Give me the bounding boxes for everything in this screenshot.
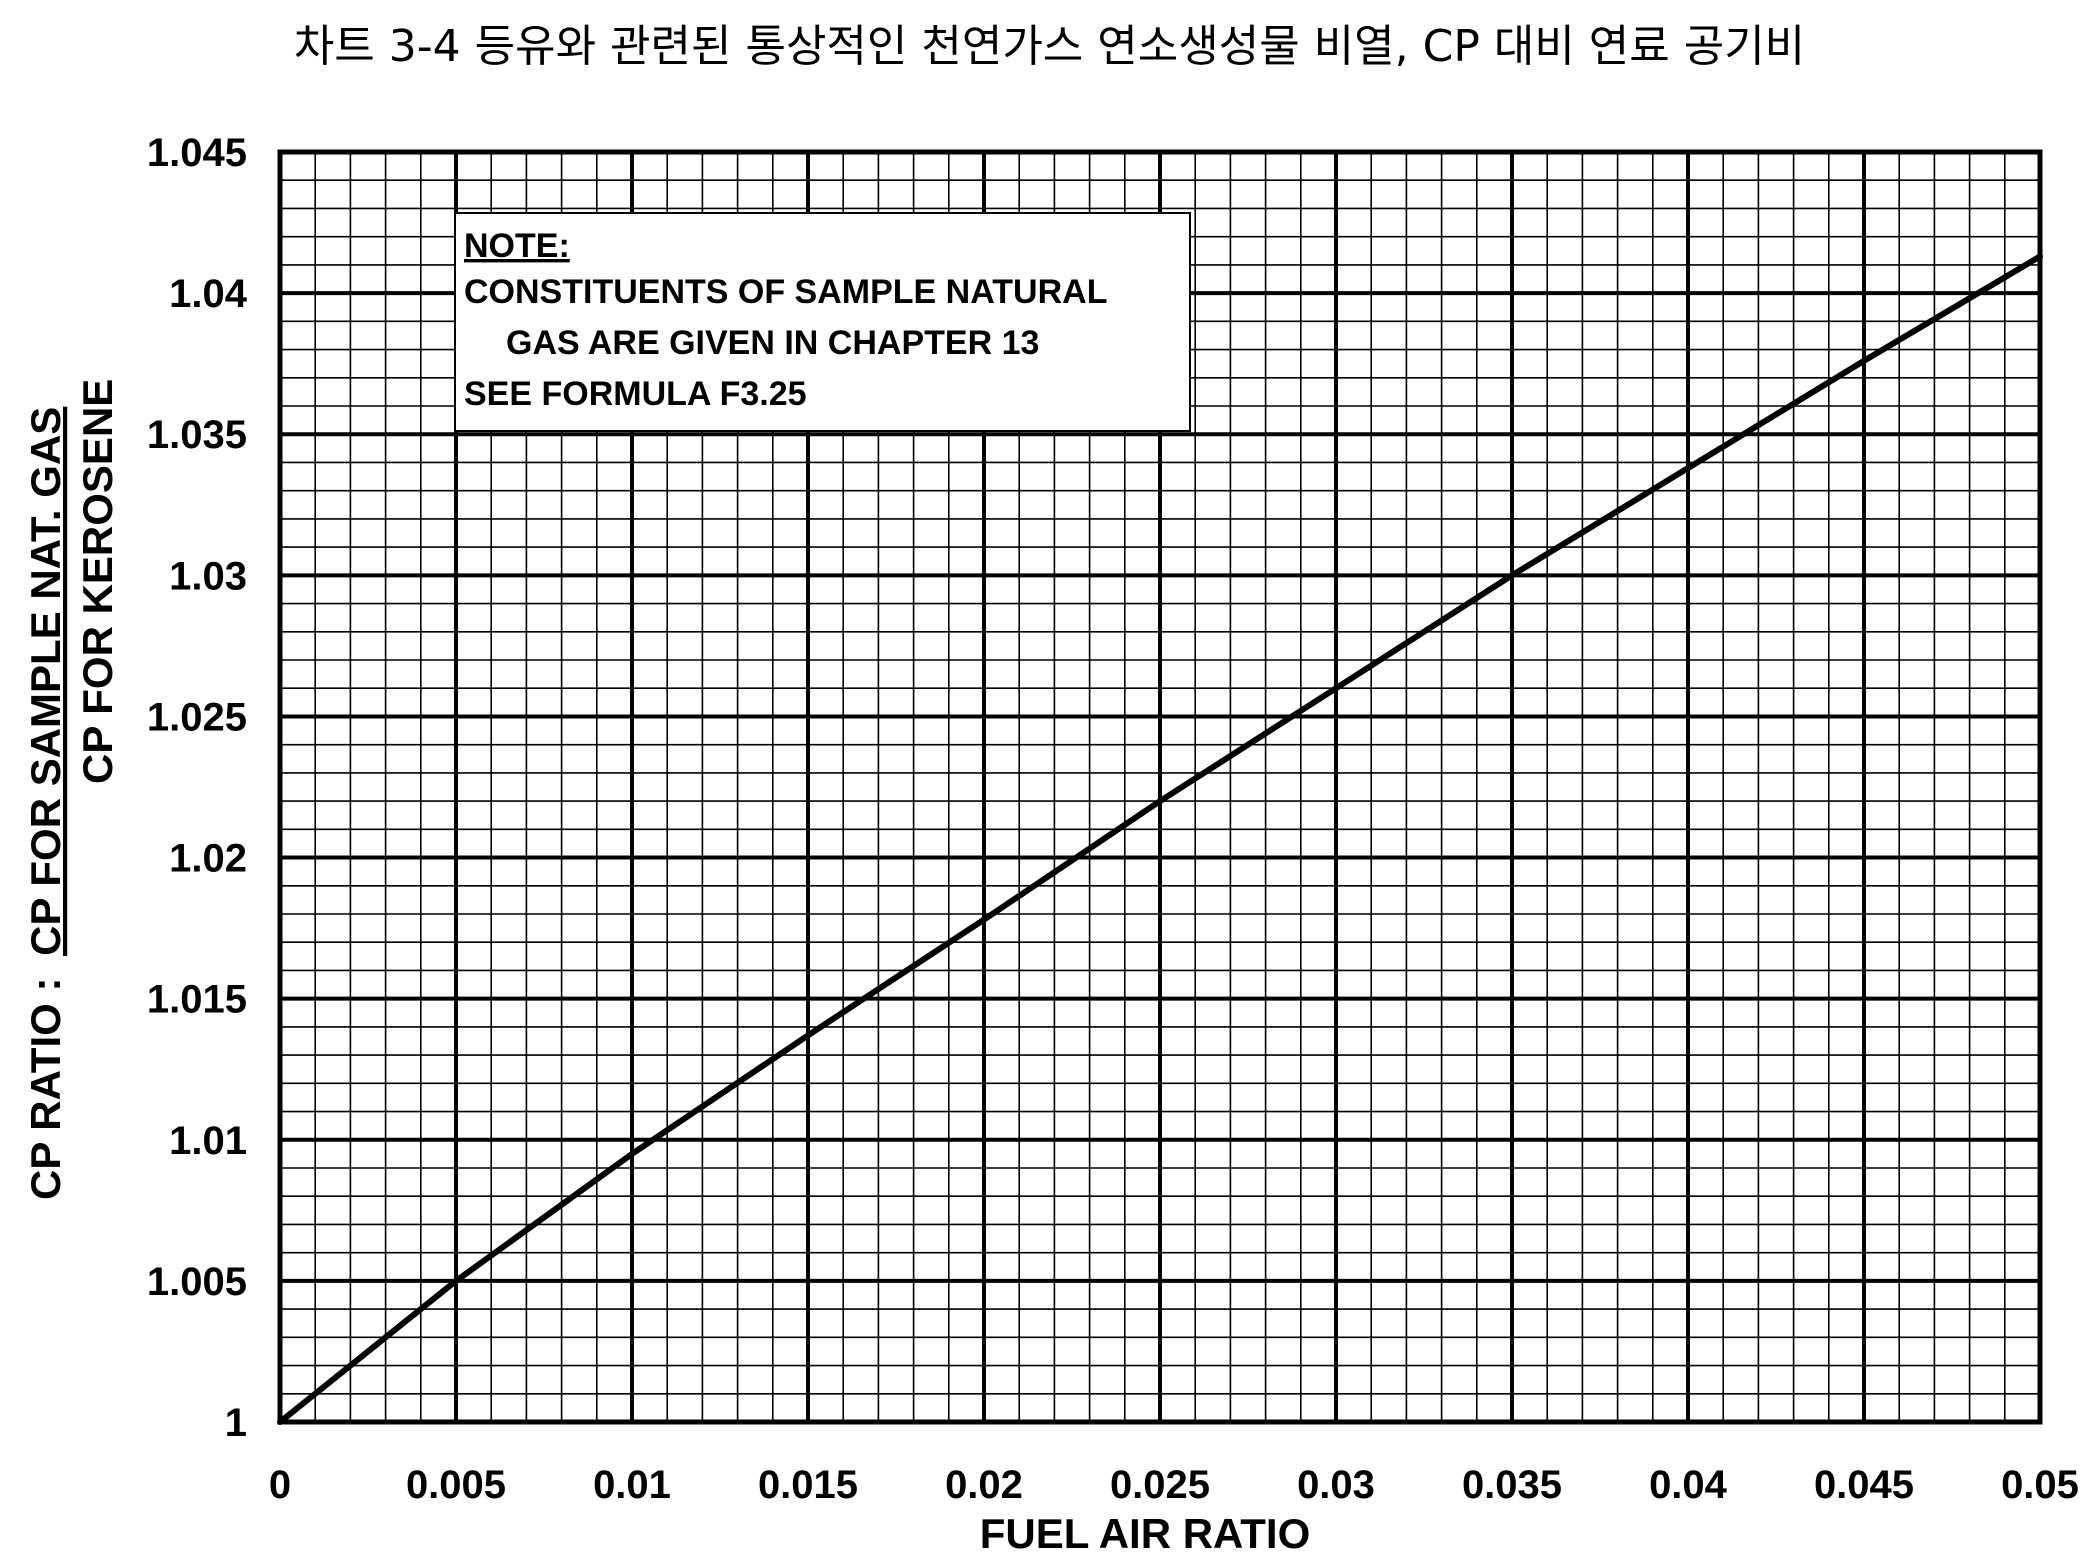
y-tick-label: 1.005 [147,1260,247,1304]
x-tick-label: 0.045 [1814,1463,1914,1507]
svg-text:CP RATIO : CP FOR SAMPL: CP RATIO : CP FOR SAMPLE NAT. GAS [22,407,69,1200]
x-tick-labels: 0 0.005 0.01 0.015 0.02 0.025 0.03 0.035 0.04 0.0… [269,1463,2079,1507]
y-tick-label: 1.025 [147,695,247,739]
y-axis-label-numerator: CP FOR SAMPLE NAT. GAS [22,407,69,956]
x-tick-label: 0.05 [2001,1463,2079,1507]
y-tick-label: 1.02 [169,837,247,881]
y-tick-label: 1.04 [169,272,248,316]
y-axis-label-denominator: CP FOR KEROSENE [74,379,121,784]
series-group [277,253,2043,1425]
x-tick-label: 0.04 [1649,1463,1728,1507]
y-axis-label-denominator-group: CP FOR KEROSENE [74,379,121,784]
x-tick-label: 0.035 [1462,1463,1562,1507]
chart-title: 차트 3-4 등유와 관련된 통상적인 천연가스 연소생성물 비열, CP 대비… [293,21,1806,72]
x-tick-label: 0.025 [1110,1463,1210,1507]
x-tick-label: 0.01 [593,1463,671,1507]
plot-frame [277,149,2043,1425]
x-tick-label: 0.03 [1297,1463,1375,1507]
note-line-3: SEE FORMULA F3.25 [464,375,807,413]
x-tick-label: 0 [269,1463,291,1507]
note-line-2: GAS ARE GIVEN IN CHAPTER 13 [506,324,1039,362]
major-grid [280,152,2040,1422]
note-line-1: CONSTITUENTS OF SAMPLE NATURAL [464,273,1107,311]
series-line-0 [277,253,2043,1425]
y-axis-label: CP RATIO : CP FOR SAMPLE NAT. GAS [22,407,69,1200]
y-tick-label: 1 [225,1401,247,1445]
y-axis-label-prefix: CP RATIO : [22,978,69,1200]
y-tick-label: 1.01 [169,1119,247,1163]
y-tick-label: 1.03 [169,554,247,598]
note-box: NOTE: CONSTITUENTS OF SAMPLE NATURAL GAS… [454,212,1191,432]
x-axis-label: FUEL AIR RATIO [980,1510,1311,1557]
x-tick-label: 0.015 [758,1463,858,1507]
y-tick-label: 1.015 [147,978,247,1022]
x-tick-label: 0.02 [945,1463,1023,1507]
x-tick-label: 0.005 [406,1463,506,1507]
y-tick-label: 1.035 [147,413,247,457]
y-tick-label: 1.045 [147,131,247,175]
y-tick-labels: 1 1.005 1.01 1.015 1.02 1.025 1.03 1.035 1.04 1.0… [147,131,248,1445]
note-heading: NOTE: [464,227,570,265]
